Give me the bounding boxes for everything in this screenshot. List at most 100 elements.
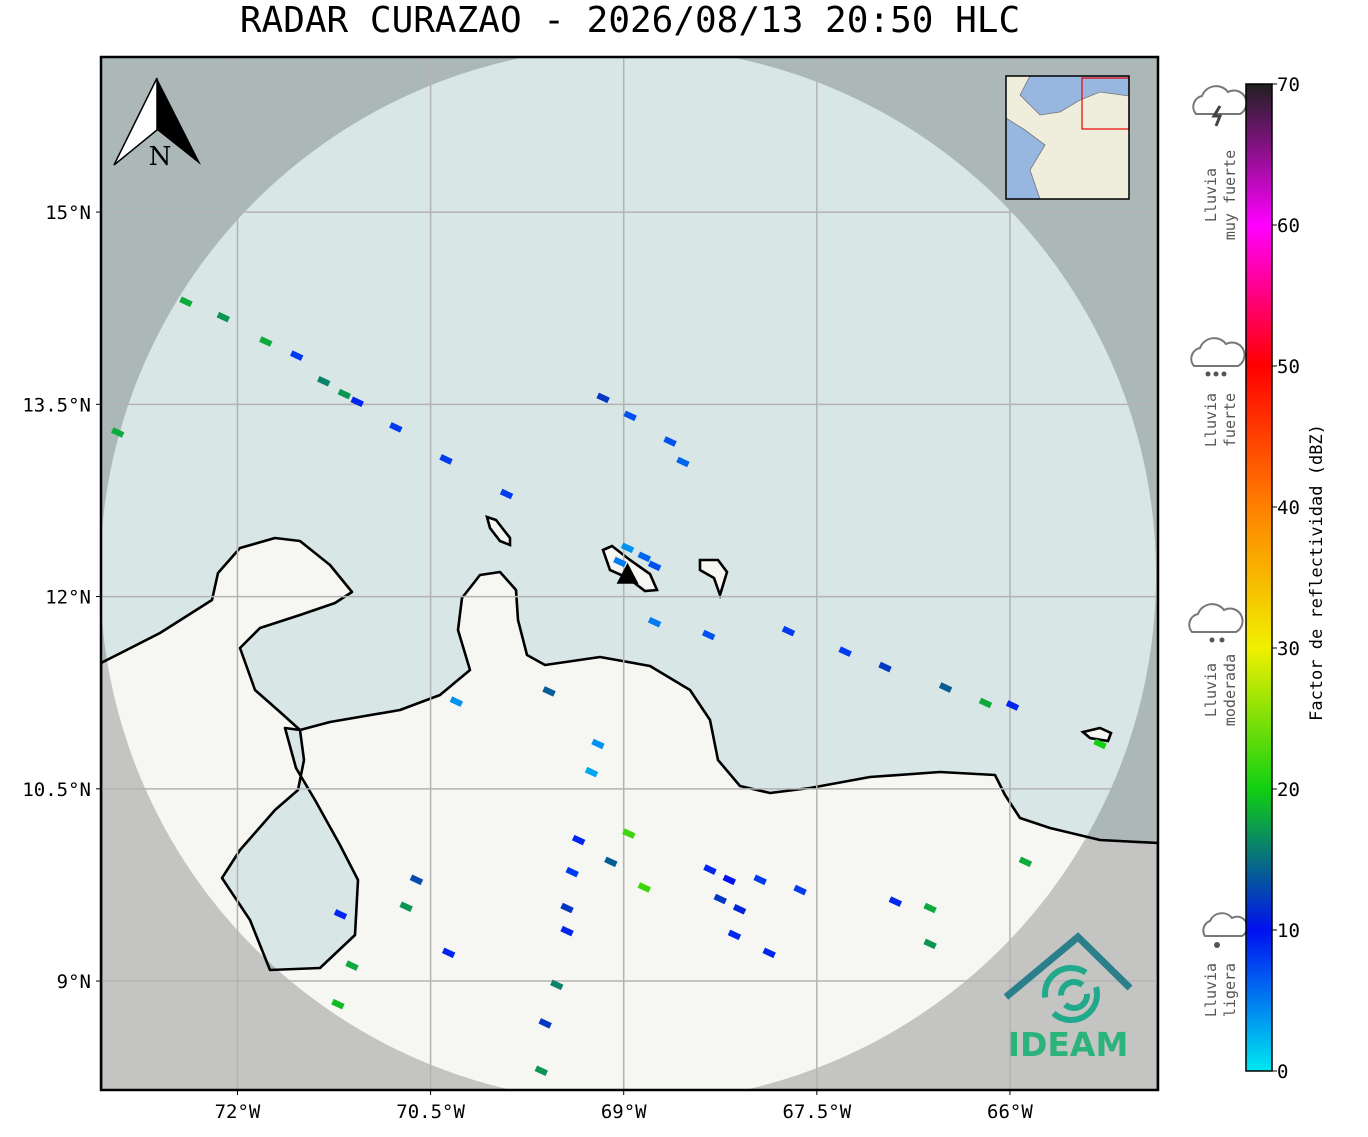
- radar-echo: [409, 874, 424, 886]
- radar-echo: [838, 646, 852, 657]
- radar-echo: [713, 893, 727, 905]
- radar-echo: [637, 882, 652, 893]
- radar-echo: [753, 874, 767, 886]
- radar-echo: [1018, 856, 1033, 868]
- legend-text: Lluvia: [1202, 393, 1220, 447]
- radar-echo: [878, 661, 892, 673]
- legend-text: Lluvia: [1202, 168, 1220, 222]
- radar-echo: [637, 551, 652, 563]
- radar-echo: [560, 925, 574, 937]
- radar-echo: [333, 909, 348, 920]
- colorbar-tick-label: 30: [1277, 638, 1300, 660]
- north-label: N: [149, 142, 172, 172]
- radar-echo: [337, 388, 352, 400]
- radar-echo: [923, 902, 937, 914]
- radar-echo: [571, 834, 586, 846]
- colorbar-tick-label: 10: [1277, 920, 1300, 942]
- radar-echo: [591, 738, 605, 750]
- radar-echo: [647, 616, 662, 628]
- colorbar-tick-label: 60: [1277, 215, 1300, 237]
- radar-echo: [331, 998, 345, 1010]
- radar-echo: [560, 902, 574, 914]
- radar-echo: [703, 864, 717, 875]
- radar-echo: [732, 904, 747, 915]
- radar-echo: [701, 629, 716, 641]
- legend-text: moderada: [1221, 654, 1239, 726]
- x-tick-label: 70.5°W: [396, 1101, 465, 1123]
- radar-echo: [781, 625, 796, 637]
- radar-echo: [350, 396, 364, 408]
- x-tick-label: 67.5°W: [783, 1101, 852, 1123]
- legend-text: ligera: [1221, 963, 1239, 1017]
- radar-echo: [793, 884, 807, 896]
- colorbar-tick-label: 70: [1277, 74, 1300, 96]
- radar-echo: [441, 947, 456, 959]
- radar-echo: [542, 686, 556, 697]
- y-tick-label: 13.5°N: [22, 394, 91, 416]
- grid: [101, 57, 1158, 1090]
- radar-echo: [565, 866, 579, 878]
- radar-echo: [923, 938, 937, 950]
- radar-echo: [888, 896, 903, 907]
- island-margarita: [1080, 726, 1113, 743]
- radar-echo: [439, 454, 453, 465]
- radar-echo: [449, 696, 464, 707]
- radar-echo: [622, 828, 636, 839]
- x-tick-label: 72°W: [215, 1101, 261, 1123]
- legend-text: fuerte: [1221, 393, 1239, 447]
- north-arrow: N: [113, 77, 201, 172]
- inset-map: [1005, 75, 1130, 200]
- radar-echo: [317, 375, 331, 387]
- radar-echo: [604, 856, 618, 868]
- radar-site: [616, 562, 639, 584]
- radar-echo: [762, 947, 776, 959]
- legend-text: Lluvia: [1202, 663, 1220, 717]
- radar-echo: [389, 422, 403, 433]
- legend-text: Lluvia: [1202, 963, 1220, 1017]
- y-tick-label: 15°N: [45, 202, 91, 224]
- radar-echo: [978, 697, 993, 709]
- map: [101, 57, 1158, 1090]
- echoes: [111, 296, 1107, 1077]
- colorbar-label: Factor de reflectividad (dBZ): [1307, 424, 1327, 721]
- radar-echo: [663, 436, 677, 447]
- radar-echo: [179, 296, 193, 308]
- x-tick-label: 66°W: [987, 1101, 1033, 1123]
- colorbar-tick-label: 20: [1277, 779, 1300, 801]
- radar-echo: [216, 311, 231, 323]
- y-tick-label: 10.5°N: [22, 779, 91, 801]
- lake-maracaibo: [220, 726, 360, 972]
- radar-echo: [676, 456, 690, 468]
- colorbar-scale: [1245, 83, 1273, 1072]
- legend-text: muy fuerte: [1221, 150, 1239, 240]
- radar-echo: [623, 410, 637, 422]
- colorbar: 0 10 20 30 40 50 60 70 Factor de reflectividad (…: [1245, 74, 1327, 1083]
- radar-echo: [1093, 738, 1107, 750]
- coastline: [101, 536, 1158, 1090]
- ideam-logo: IDEAM: [1003, 932, 1133, 1064]
- island-aruba: [485, 514, 512, 547]
- colorbar-tick-label: 50: [1277, 356, 1300, 378]
- radar-echo: [538, 1018, 552, 1029]
- radar-echo: [550, 979, 564, 991]
- y-tick-label: 12°N: [45, 587, 91, 609]
- logo-text: IDEAM: [1008, 1025, 1129, 1064]
- x-tick-label: 69°W: [601, 1101, 647, 1123]
- y-tick-label: 9°N: [57, 971, 91, 993]
- radar-echo: [534, 1065, 549, 1077]
- radar-echo: [259, 336, 273, 347]
- island-bonaire: [698, 558, 729, 600]
- radar-echo: [584, 766, 599, 778]
- radar-echo: [938, 682, 953, 693]
- colorbar-tick-label: 40: [1277, 497, 1300, 519]
- radar-echo: [399, 901, 413, 912]
- radar-echo: [620, 542, 635, 554]
- map-frame: [99, 55, 1160, 1092]
- radar-echo: [727, 929, 742, 941]
- radar-echo: [1005, 700, 1020, 711]
- legend-icons: [1188, 85, 1249, 948]
- title: RADAR CURAZAO - 2026/08/13 20:50 HLC: [240, 0, 1020, 41]
- radar-echo: [596, 392, 610, 404]
- radar-echo: [289, 350, 304, 361]
